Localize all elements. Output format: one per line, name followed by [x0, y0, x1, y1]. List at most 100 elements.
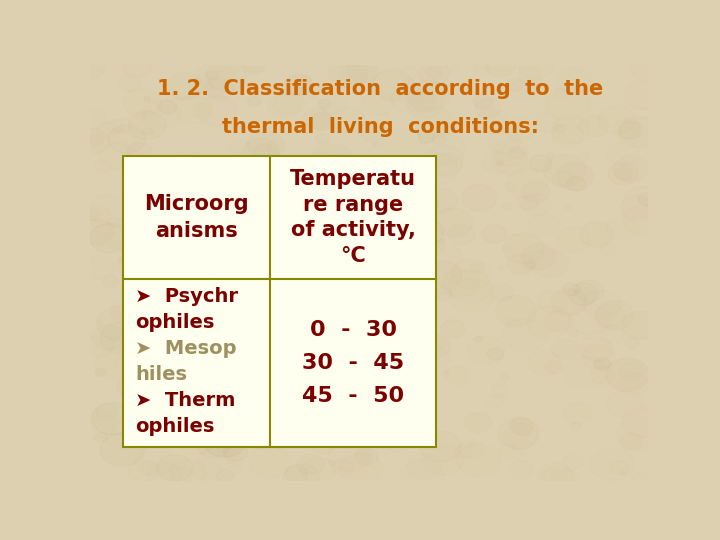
Circle shape [171, 294, 179, 301]
Circle shape [415, 194, 438, 212]
Circle shape [584, 279, 597, 288]
Circle shape [527, 306, 570, 339]
Circle shape [76, 409, 116, 438]
Circle shape [246, 360, 285, 390]
Circle shape [572, 212, 583, 220]
Circle shape [99, 143, 135, 168]
Circle shape [498, 265, 505, 271]
Circle shape [554, 124, 565, 133]
Circle shape [252, 156, 291, 185]
Circle shape [153, 261, 186, 286]
Circle shape [508, 254, 534, 274]
Circle shape [166, 364, 194, 384]
Circle shape [325, 355, 336, 363]
Circle shape [90, 224, 129, 253]
Circle shape [408, 336, 451, 368]
Circle shape [372, 70, 413, 100]
Circle shape [560, 390, 570, 397]
Circle shape [276, 408, 294, 421]
Circle shape [570, 422, 580, 430]
Circle shape [228, 171, 243, 183]
Circle shape [117, 376, 146, 397]
Circle shape [310, 124, 329, 139]
Circle shape [328, 465, 355, 485]
Circle shape [95, 433, 107, 442]
Circle shape [158, 100, 176, 114]
Circle shape [622, 82, 642, 96]
Circle shape [248, 97, 261, 106]
Circle shape [552, 289, 587, 315]
Circle shape [414, 278, 422, 284]
Circle shape [619, 467, 628, 474]
Circle shape [217, 427, 234, 439]
Circle shape [202, 55, 233, 78]
Circle shape [284, 371, 308, 389]
Circle shape [502, 203, 511, 210]
Circle shape [492, 147, 528, 174]
Circle shape [462, 185, 497, 211]
Circle shape [248, 431, 271, 449]
Circle shape [529, 173, 573, 206]
Circle shape [459, 440, 484, 458]
Circle shape [156, 337, 168, 346]
Circle shape [336, 236, 346, 243]
Circle shape [213, 341, 252, 369]
Circle shape [420, 431, 461, 462]
Circle shape [142, 307, 178, 334]
Circle shape [151, 175, 195, 208]
Circle shape [336, 234, 345, 240]
Circle shape [526, 359, 552, 378]
Circle shape [510, 147, 526, 159]
Circle shape [295, 401, 333, 429]
Text: ➤  Mesop: ➤ Mesop [135, 339, 237, 358]
Circle shape [129, 460, 158, 482]
Circle shape [413, 220, 444, 244]
Circle shape [100, 433, 145, 466]
Circle shape [433, 134, 446, 145]
Circle shape [431, 154, 462, 177]
Circle shape [317, 323, 348, 347]
Circle shape [309, 414, 341, 438]
Circle shape [236, 456, 261, 475]
Circle shape [312, 144, 353, 174]
Circle shape [616, 383, 654, 411]
Circle shape [631, 416, 652, 432]
Circle shape [256, 221, 272, 233]
Circle shape [139, 419, 174, 444]
Circle shape [505, 218, 518, 228]
Circle shape [235, 178, 271, 205]
Circle shape [488, 130, 521, 154]
Circle shape [300, 197, 341, 227]
Circle shape [528, 410, 570, 441]
Circle shape [120, 76, 140, 91]
Circle shape [387, 356, 424, 383]
Circle shape [379, 175, 411, 199]
Text: hiles: hiles [135, 365, 187, 384]
Circle shape [594, 358, 611, 370]
Circle shape [372, 273, 383, 281]
Circle shape [270, 172, 282, 181]
Circle shape [318, 235, 327, 242]
Circle shape [285, 466, 307, 482]
Circle shape [515, 325, 529, 335]
Circle shape [261, 418, 300, 448]
Circle shape [141, 461, 159, 474]
Circle shape [92, 325, 125, 349]
Circle shape [204, 78, 234, 99]
Circle shape [466, 458, 504, 486]
Circle shape [390, 69, 397, 74]
Circle shape [137, 200, 153, 212]
Circle shape [310, 113, 333, 130]
Circle shape [303, 108, 331, 129]
Circle shape [370, 340, 386, 352]
Circle shape [510, 417, 534, 435]
Circle shape [606, 358, 649, 391]
Circle shape [598, 106, 635, 134]
Circle shape [451, 259, 491, 288]
Circle shape [428, 165, 454, 184]
Circle shape [247, 334, 282, 360]
Circle shape [541, 320, 575, 345]
Circle shape [474, 95, 492, 109]
Text: 0  -  30
30  -  45
45  -  50: 0 - 30 30 - 45 45 - 50 [302, 320, 404, 406]
Circle shape [352, 160, 369, 173]
